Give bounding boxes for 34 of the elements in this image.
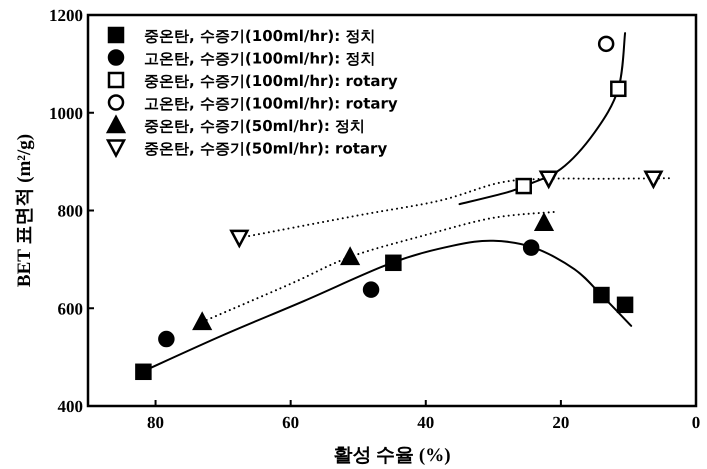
x-tick-label: 60 bbox=[282, 413, 300, 432]
point bbox=[230, 230, 249, 248]
point bbox=[610, 80, 627, 98]
point bbox=[135, 364, 152, 380]
x-axis-title: 활성 수율 (%) bbox=[333, 445, 451, 466]
y-tick-label: 600 bbox=[58, 299, 83, 318]
y-tick-label: 1000 bbox=[49, 104, 83, 123]
x-tick-label: 0 bbox=[692, 413, 700, 432]
point bbox=[340, 248, 360, 266]
y-tick-label: 800 bbox=[58, 202, 83, 220]
legend-label: 중온탄, 수증기(100ml/hr): 정치 bbox=[144, 27, 376, 45]
y-tick-label: 1200 bbox=[49, 6, 83, 25]
point bbox=[593, 286, 610, 304]
legend-label: 고온탄, 수증기(100ml/hr): 정치 bbox=[144, 50, 376, 68]
point bbox=[158, 330, 175, 348]
point bbox=[385, 254, 402, 272]
point bbox=[616, 296, 634, 314]
y-axis-title: BET 표면적 (m²/g) bbox=[14, 134, 35, 288]
point bbox=[515, 178, 532, 194]
legend-label: 중온탄, 수증기(50ml/hr): 정치 bbox=[144, 117, 366, 135]
point bbox=[192, 312, 212, 330]
point bbox=[522, 239, 540, 256]
legend-label: 중온탄, 수증기(50ml/hr): rotary bbox=[144, 140, 388, 158]
x-tick-label: 20 bbox=[552, 413, 570, 432]
point bbox=[534, 213, 554, 231]
x-tick-label: 80 bbox=[147, 413, 164, 432]
point bbox=[644, 170, 663, 188]
point bbox=[598, 36, 614, 52]
legend-label: 중온탄, 수증기(100ml/hr): rotary bbox=[144, 72, 398, 90]
point bbox=[362, 281, 380, 298]
point bbox=[539, 170, 558, 188]
legend-label: 고온탄, 수증기(100ml/hr): rotary bbox=[144, 94, 398, 112]
x-tick-label: 40 bbox=[417, 413, 434, 432]
y-tick-label: 400 bbox=[58, 397, 83, 416]
